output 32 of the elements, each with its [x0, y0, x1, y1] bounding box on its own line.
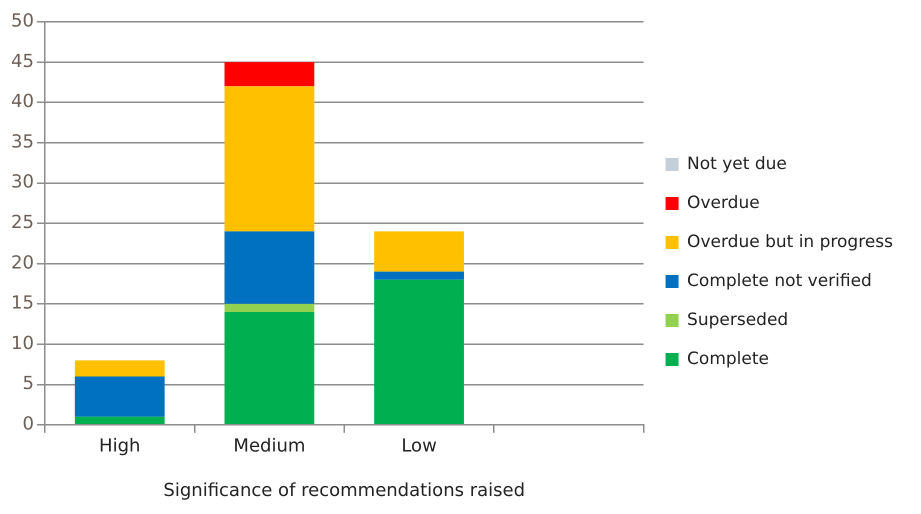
y-tick-label: 20 — [11, 252, 34, 274]
bar — [224, 86, 314, 232]
y-tick-label: 40 — [11, 91, 34, 112]
x-tick-label: High — [99, 435, 140, 456]
bar — [224, 312, 314, 424]
legend-label: Overdue — [687, 192, 760, 213]
y-tick-label: 15 — [11, 292, 34, 314]
y-tick-label: 10 — [11, 332, 34, 354]
bar — [374, 272, 464, 280]
y-tick-label: 45 — [11, 50, 34, 72]
bar — [224, 62, 314, 86]
bar — [374, 231, 464, 272]
legend-label: Complete — [687, 348, 769, 369]
legend-label: Superseded — [687, 310, 788, 330]
bar — [374, 280, 464, 424]
y-tick-label: 5 — [22, 373, 34, 394]
bar — [224, 231, 314, 304]
bar — [224, 304, 314, 312]
legend-label: Complete not verified — [687, 270, 872, 291]
y-tick-label: 0 — [22, 413, 34, 434]
bar — [74, 376, 165, 417]
y-tick-label: 35 — [11, 131, 34, 152]
y-tick-label: 50 — [11, 10, 34, 32]
bar — [74, 360, 165, 376]
legend-label: Overdue but in progress — [687, 232, 894, 252]
x-axis-title: Significance of recommendations raised — [163, 480, 526, 501]
legend-label: Not yet due — [687, 154, 787, 174]
y-tick-label: 25 — [11, 212, 34, 233]
x-tick-label: Low — [401, 435, 437, 456]
bar — [74, 416, 165, 424]
x-tick-label: Medium — [233, 435, 306, 456]
y-tick-label: 30 — [11, 172, 34, 193]
